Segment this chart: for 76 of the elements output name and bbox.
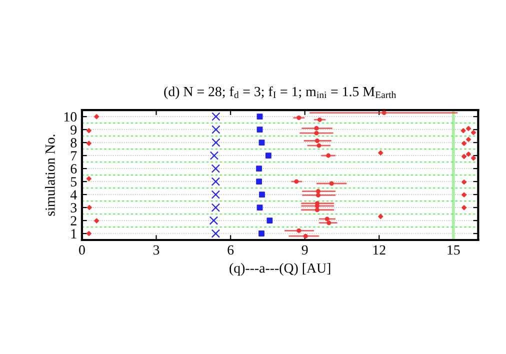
point: [462, 140, 467, 146]
x-tick-label: 6: [228, 245, 234, 255]
point: [211, 229, 220, 238]
point: [86, 230, 92, 236]
y-tick-label: 10: [64, 112, 77, 122]
point: [86, 140, 92, 146]
point: [382, 110, 386, 116]
point: [378, 214, 384, 220]
x-tick-label: 0: [79, 245, 85, 255]
point: [265, 152, 272, 159]
y-tick-label: 8: [70, 138, 77, 148]
point: [266, 218, 273, 224]
point: [460, 128, 466, 134]
point: [316, 192, 320, 198]
point: [256, 204, 263, 210]
x-axis-title: (q)---a---(Q) [AU]: [230, 263, 330, 276]
point: [256, 114, 263, 120]
point: [258, 230, 264, 236]
point: [326, 153, 331, 158]
point: [314, 208, 320, 212]
point: [466, 136, 472, 142]
x-tick-label: 15: [448, 245, 460, 255]
point: [317, 117, 322, 122]
point: [324, 216, 330, 222]
y-tick-label: 2: [70, 216, 76, 226]
point: [294, 179, 299, 184]
y-tick-label: 3: [70, 203, 77, 212]
y-tick-label: 6: [70, 164, 77, 174]
point: [209, 216, 218, 225]
point: [314, 138, 320, 144]
point: [470, 156, 476, 161]
point: [211, 164, 220, 173]
point: [470, 130, 476, 136]
x-tick-label: 3: [153, 245, 160, 255]
point: [462, 205, 467, 210]
point: [259, 192, 265, 198]
point: [211, 190, 220, 199]
point: [94, 218, 100, 224]
point: [86, 128, 92, 134]
x-tick-label: 9: [302, 245, 308, 255]
point: [329, 181, 334, 186]
point: [316, 143, 322, 148]
point: [256, 178, 262, 185]
point: [256, 166, 262, 172]
point: [211, 177, 220, 186]
point: [462, 180, 467, 185]
point: [296, 228, 302, 233]
point: [466, 126, 472, 132]
point: [256, 126, 263, 133]
chart-title: (d) N = 28; f$_{d}$ = 3; f$_{I}$ = 1; m$_{ini}$ = 1.5 M$_{Earth}$: [164, 86, 396, 100]
point: [378, 150, 384, 156]
y-tick-label: 1: [71, 229, 76, 238]
point: [462, 192, 467, 198]
point: [94, 114, 100, 120]
point: [86, 176, 92, 182]
point: [316, 189, 320, 194]
point: [212, 138, 220, 147]
point: [466, 152, 472, 157]
point: [314, 130, 319, 136]
y-tick-label: 5: [70, 177, 77, 187]
point: [86, 205, 92, 210]
point: [211, 203, 220, 212]
y-tick-label: 9: [70, 125, 77, 135]
y-axis-title: simulation No.: [45, 134, 55, 216]
point: [314, 126, 319, 131]
point: [212, 125, 220, 134]
y-tick-label: 4: [70, 190, 77, 200]
x-tick-label: 12: [373, 245, 386, 255]
point: [212, 112, 220, 121]
point: [462, 154, 467, 159]
point: [303, 234, 308, 238]
y-tick-label: 7: [71, 151, 77, 160]
point: [326, 220, 332, 226]
point: [296, 116, 302, 120]
point: [258, 140, 265, 146]
point: [210, 151, 219, 160]
